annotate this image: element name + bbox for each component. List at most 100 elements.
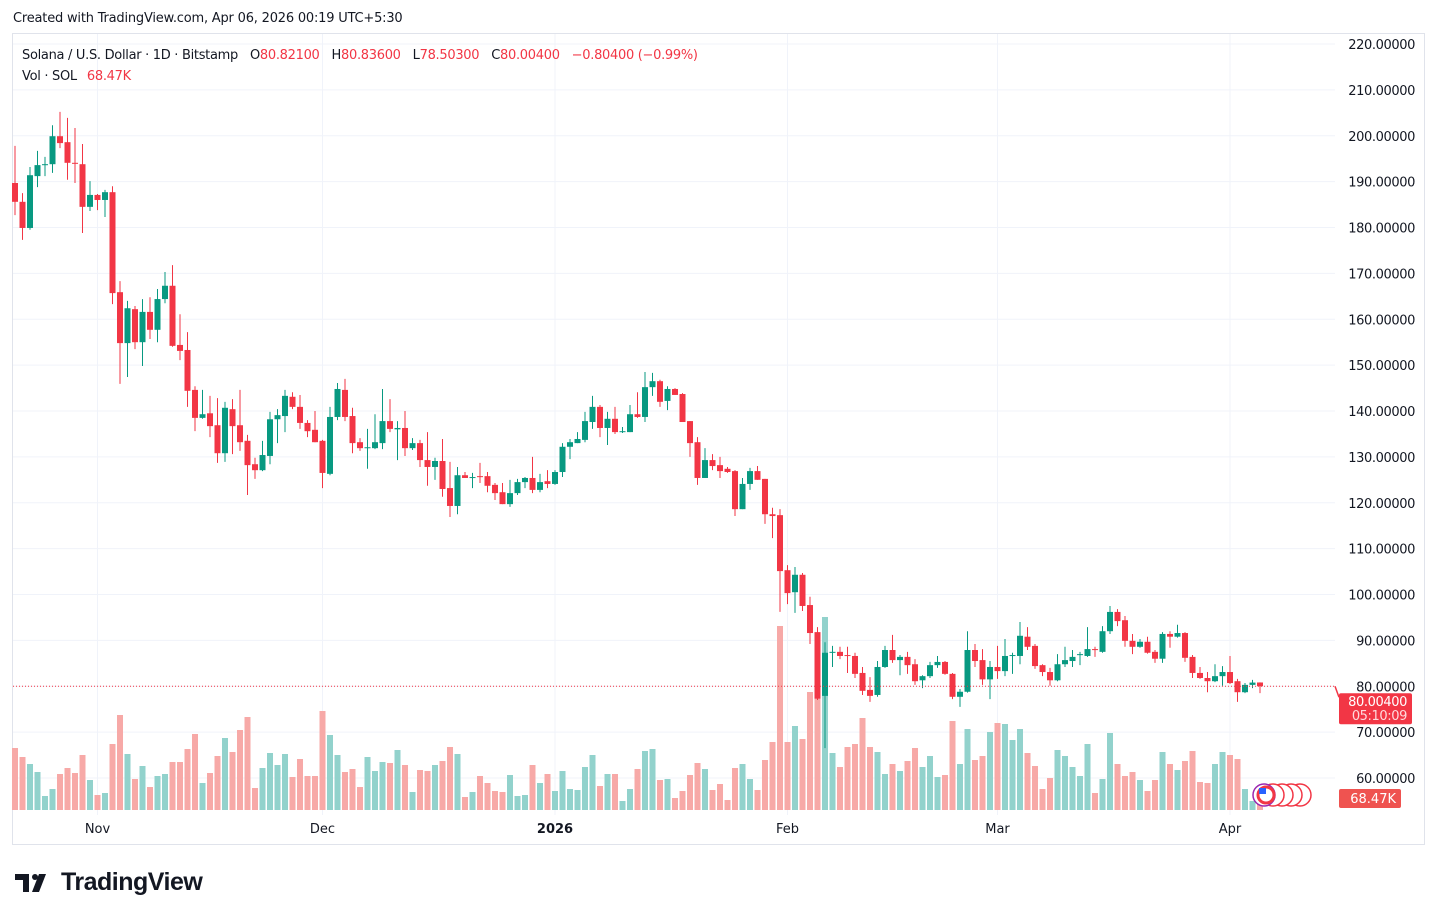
candle [214,425,221,454]
candle [162,285,168,300]
candle [957,691,963,697]
price-tick-label: 110.00000 [1348,543,1415,558]
volume-bar [304,776,311,810]
candle [1032,645,1038,667]
volume-bar [94,795,101,810]
candle [664,388,671,401]
volume-bar [1159,752,1166,810]
candle [1039,665,1046,673]
candle [1242,684,1248,693]
candle [454,475,461,506]
candle [312,429,318,443]
candle [304,422,311,432]
candle [537,482,543,490]
candle [672,388,678,395]
candle [1077,654,1083,656]
volume-label[interactable]: Vol · SOL [22,69,77,84]
candle [124,308,131,344]
candle [1062,660,1068,665]
candle [507,493,513,505]
volume-bar [1077,776,1083,810]
change-value: −0.80400 (−0.99%) [571,48,698,63]
volume-bar [439,761,446,810]
candle [102,192,108,200]
time-tick-label: Nov [85,822,111,837]
volume-badge-value: 68.47K [1350,792,1396,807]
candle [919,676,926,681]
volume-bar [42,796,48,810]
price-tick-label: 150.00000 [1348,359,1415,374]
volume-bar [694,763,701,810]
volume-bar [192,734,198,810]
price-tick-label: 90.00000 [1356,634,1415,649]
candle [994,666,1001,672]
volume-bar [859,718,866,810]
candle [327,416,333,474]
candle [177,344,183,351]
volume-bar [1242,789,1248,810]
volume-legend-row: Vol · SOL 68.47K [22,66,698,87]
candle [874,666,881,695]
volume-bar [799,739,806,810]
candle [807,605,813,634]
candle [1144,641,1151,653]
high-label: H [331,48,342,63]
volume-bar [162,774,168,810]
volume-bar [777,626,783,810]
volume-bar [807,692,813,810]
candle [544,481,551,484]
volume-bar [867,747,873,810]
volume-bar [27,764,33,810]
candle [792,574,798,593]
candle [529,477,536,490]
volume-bar [282,754,288,810]
bar-countdown: 05:10:09 [1352,709,1407,724]
candle [289,396,296,407]
candle [1092,649,1098,651]
volume-badge [1339,789,1401,808]
volume-bar [507,775,513,810]
volume-bar [1144,791,1151,810]
candle [1249,682,1256,685]
low-value: 78.50300 [419,48,480,63]
volume-bar [717,784,723,810]
volume-bar [957,764,963,810]
candle [372,442,378,449]
volume-bar [447,747,453,810]
volume-bar [919,767,926,810]
candle [814,632,821,699]
price-tick-label: 60.00000 [1356,772,1415,787]
volume-bar [679,791,686,810]
symbol-title[interactable]: Solana / U.S. Dollar · 1D · Bitstamp [22,48,238,63]
candle [12,183,18,202]
volume-bar [1122,776,1128,810]
price-tick-label: 120.00000 [1348,497,1415,512]
time-tick-label: Feb [776,822,799,837]
candle [1069,656,1076,662]
open-label: O [249,48,260,63]
volume-bar [829,753,836,810]
tradingview-logo[interactable]: TradingView [15,868,203,897]
volume-bar [492,791,498,810]
candle [1174,633,1181,637]
volume-bar [927,756,933,810]
volume-bar [649,749,656,810]
candle [852,655,858,674]
volume-bar [912,748,918,810]
candle [867,689,873,696]
volume-bar [297,759,303,810]
volume-bar [484,783,491,810]
candle [109,192,116,294]
price-tick-label: 170.00000 [1348,267,1415,282]
volume-bar [12,748,18,810]
volume-bar [657,780,663,810]
volume-bar [664,779,671,810]
close-label: C [491,48,501,63]
price-tick-label: 220.00000 [1348,38,1415,53]
volume-bar [979,756,986,810]
volume-bar [312,776,318,810]
candle [739,483,746,510]
volume-bar [184,749,191,810]
